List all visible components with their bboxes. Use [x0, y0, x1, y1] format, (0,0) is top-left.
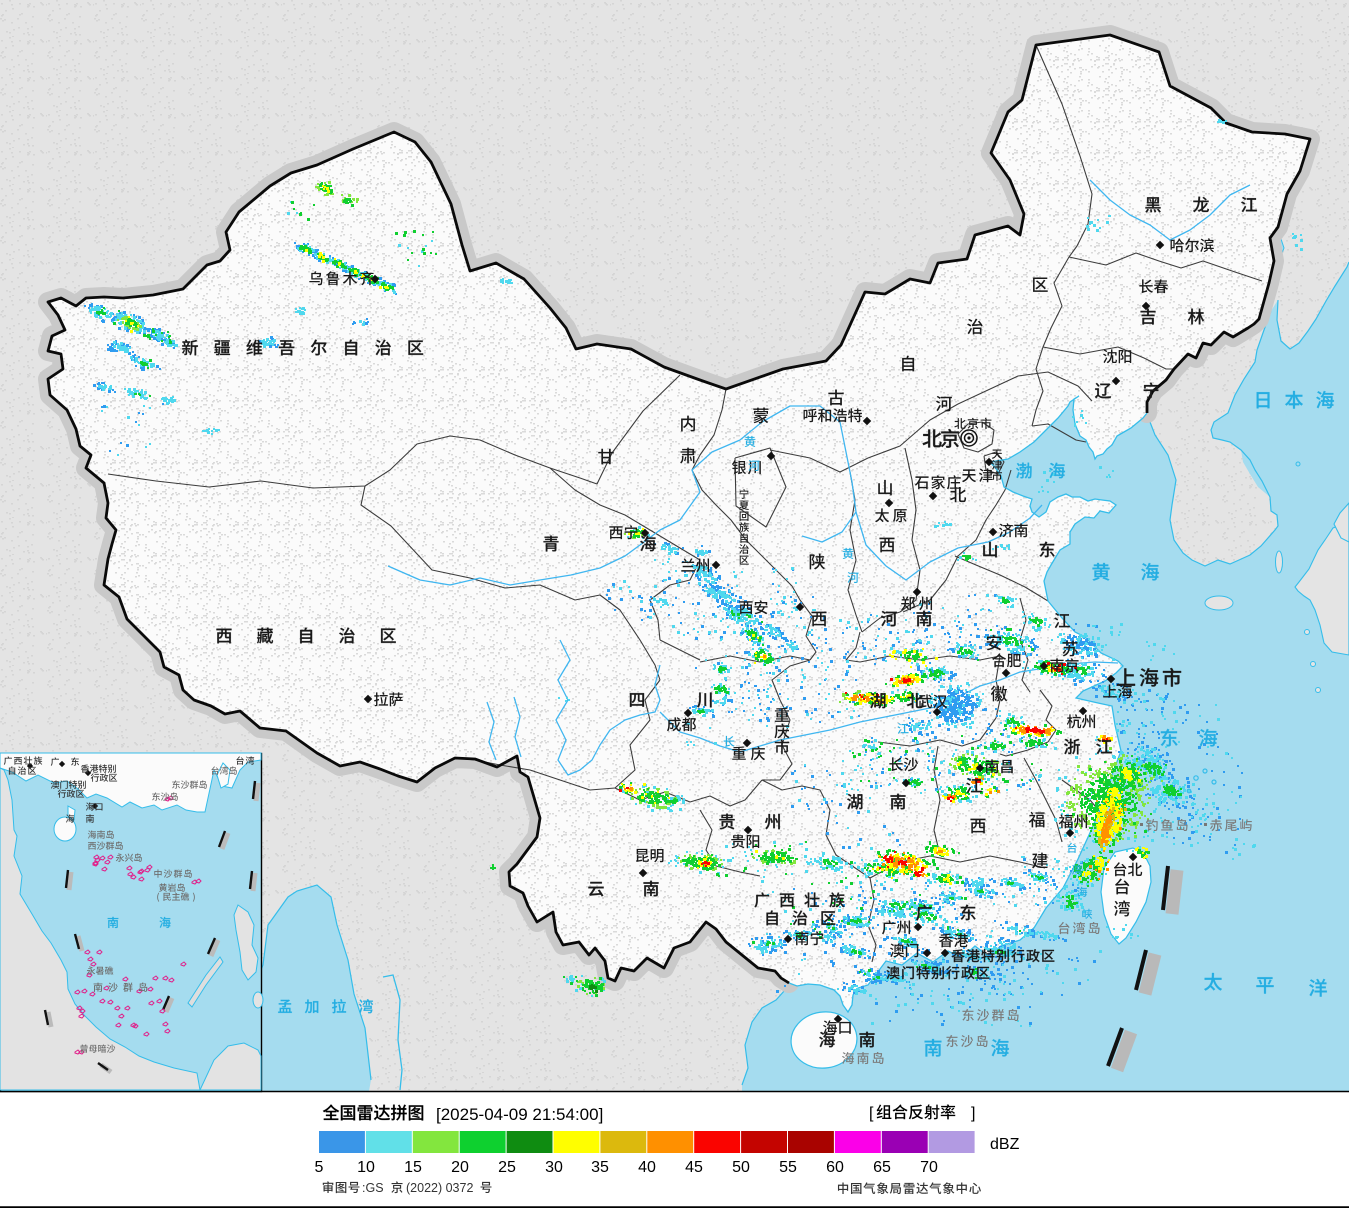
- svg-text:45: 45: [685, 1159, 703, 1176]
- svg-text::GS: :GS: [362, 1181, 384, 1195]
- svg-text:50: 50: [732, 1159, 750, 1176]
- svg-text:10: 10: [357, 1159, 375, 1176]
- svg-text:20: 20: [451, 1159, 469, 1176]
- svg-text:35: 35: [591, 1159, 609, 1176]
- svg-text:70: 70: [920, 1159, 938, 1176]
- svg-text:(2022) 0372: (2022) 0372: [406, 1181, 473, 1195]
- svg-text:5: 5: [315, 1159, 324, 1176]
- svg-text:25: 25: [498, 1159, 516, 1176]
- svg-text:[: [: [869, 1105, 874, 1122]
- svg-text:55: 55: [779, 1159, 797, 1176]
- svg-text:30: 30: [545, 1159, 563, 1176]
- svg-text:40: 40: [638, 1159, 656, 1176]
- svg-text:60: 60: [826, 1159, 844, 1176]
- svg-text:15: 15: [404, 1159, 422, 1176]
- svg-text:[2025-04-09 21:54:00]: [2025-04-09 21:54:00]: [436, 1105, 603, 1124]
- svg-text:dBZ: dBZ: [990, 1136, 1020, 1153]
- svg-text:65: 65: [873, 1159, 891, 1176]
- svg-text:]: ]: [971, 1105, 975, 1122]
